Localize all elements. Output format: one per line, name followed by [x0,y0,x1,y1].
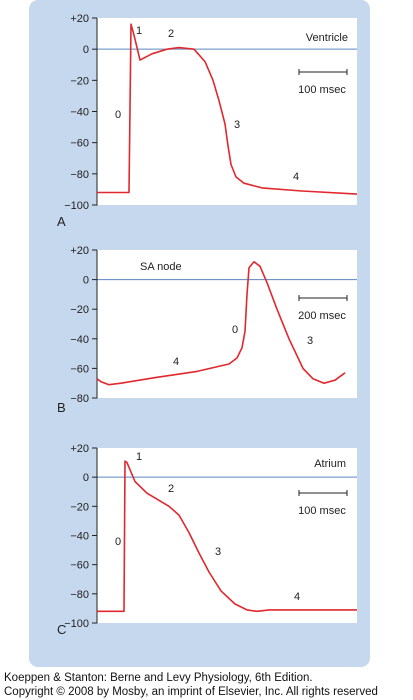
atrium-phase-label: 3 [215,546,221,558]
sa-node-title: SA node [140,261,182,273]
atrium-y-tick-label: −80 [70,589,89,601]
atrium-phase-label: 1 [136,451,142,463]
atrium-action-potential-trace [97,460,357,613]
atrium-phase-label: 2 [168,483,174,495]
sa-node-y-tick-label: 0 [83,275,89,287]
atrium-title: Atrium [314,458,346,470]
sa-node-y-tick-label: −80 [70,393,89,405]
sa-node-plot-area [97,250,357,398]
sa-node-y-tick-label: −20 [70,304,89,316]
ventricle-panel-letter: A [57,214,66,229]
atrium-y-tick-label: +20 [70,443,89,455]
atrium-phase-label: 4 [294,591,300,603]
sa-node-action-potential-trace [96,261,346,386]
ventricle-y-tick-label: −40 [70,107,89,119]
action-potential-figure: +20 0 −20 −40 −60 −80 −100 Ventricle 100 msec 0 1 2… [57,13,358,637]
ventricle-scale-bar-label: 100 msec [298,84,346,96]
ventricle-title: Ventricle [306,32,348,44]
ventricle-phase-label: 2 [168,28,174,40]
atrium-y-tick-label: −100 [64,618,89,630]
atrium-y-tick-label: −20 [70,501,89,513]
sa-node-y-tick-label: +20 [70,245,89,257]
sa-node-panel-letter: B [57,400,66,415]
caption-line-1: Koeppen & Stanton: Berne and Levy Physio… [4,672,313,684]
atrium-panel-letter: C [57,622,66,637]
atrium-y-tick-label: 0 [83,472,89,484]
ventricle-phase-label: 0 [115,109,121,121]
ventricle-action-potential-trace [97,23,358,195]
sa-node-y-tick-label: −60 [70,363,89,375]
ventricle-phase-label: 3 [234,119,240,131]
ventricle-phase-label: 4 [293,171,299,183]
atrium-y-tick-label: −40 [70,531,89,543]
atrium-y-tick-label: −60 [70,560,89,572]
ventricle-phase-label: 1 [136,25,142,37]
atrium-phase-label: 0 [115,536,121,548]
ventricle-y-tick-label: −20 [70,75,89,87]
caption-line-2: Copyright © 2008 by Mosby, an imprint of… [4,686,378,698]
ventricle-y-tick-label: −60 [70,138,89,150]
sa-node-phase-label: 4 [173,356,179,368]
sa-node-phase-label: 0 [232,324,238,336]
atrium-scale-bar-label: 100 msec [298,505,346,517]
ventricle-y-tick-label: −100 [64,200,89,212]
ventricle-y-tick-label: 0 [83,44,89,56]
sa-node-y-tick-label: −40 [70,334,89,346]
ventricle-y-tick-label: +20 [70,13,89,25]
ventricle-y-tick-label: −80 [70,169,89,181]
sa-node-phase-label: 3 [307,335,313,347]
sa-node-scale-bar-label: 200 msec [298,310,346,322]
